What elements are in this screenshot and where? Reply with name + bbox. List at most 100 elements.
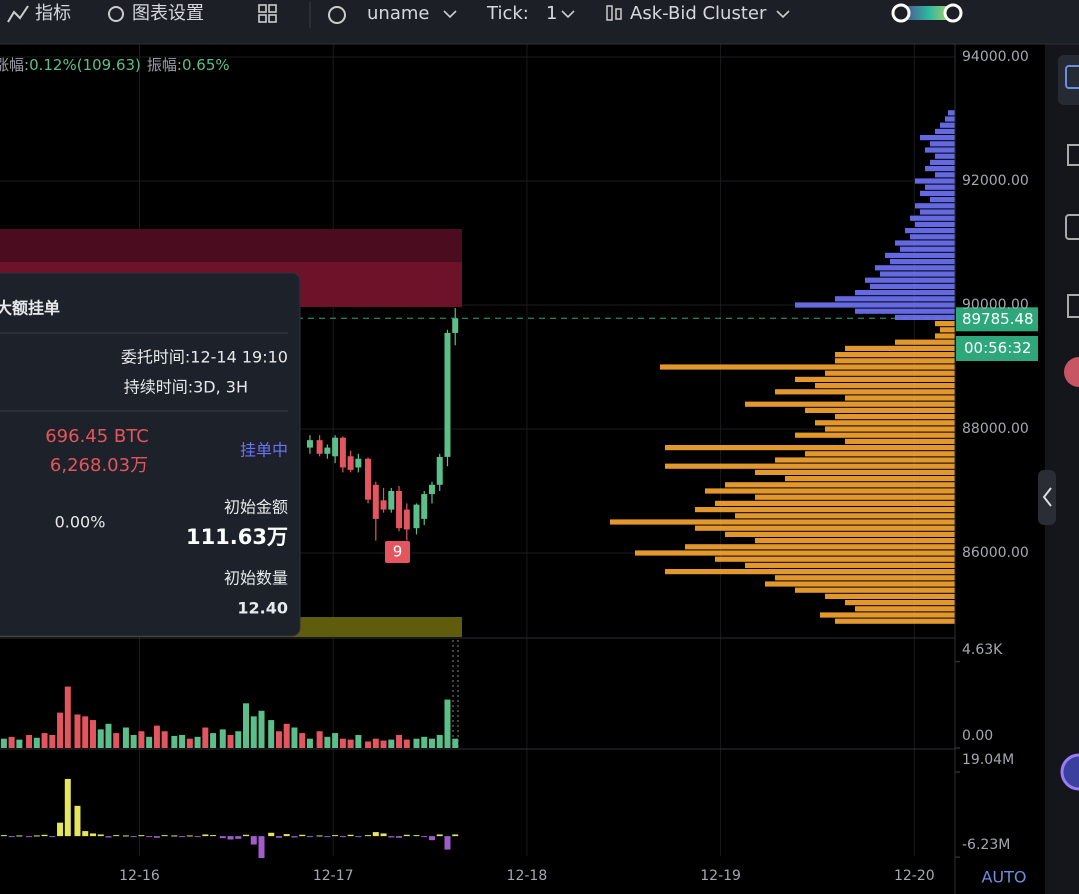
y-tick-label: 94000.00 — [962, 49, 1029, 65]
bar — [291, 836, 298, 838]
marker-label: 9 — [393, 543, 403, 561]
profile-bar — [745, 401, 955, 407]
bar — [33, 737, 40, 748]
bar — [372, 832, 379, 837]
profile-bar — [855, 308, 955, 314]
tick-select[interactable]: 1 — [546, 3, 557, 24]
bar — [64, 686, 71, 748]
profile-bar — [905, 228, 955, 234]
bar — [74, 805, 81, 837]
profile-bar — [920, 209, 955, 215]
initial-qty: 12.40 — [237, 599, 288, 618]
profile-bar — [705, 488, 955, 494]
profile-bar — [935, 153, 955, 159]
sidebar-icon[interactable] — [1067, 294, 1079, 318]
profile-bar — [725, 482, 955, 488]
profile-bar — [935, 172, 955, 178]
y-tick-label: 0.00 — [962, 728, 993, 744]
y-tick-label: 92000.00 — [962, 173, 1029, 189]
profile-bar — [845, 599, 955, 606]
chart-settings-button[interactable]: 图表设置 — [132, 3, 204, 24]
slider-handle[interactable] — [891, 3, 911, 23]
bar — [339, 836, 346, 838]
slider-handle[interactable] — [943, 3, 963, 23]
bar — [258, 836, 265, 858]
x-tick-label: 12-17 — [313, 868, 354, 884]
profile-bar — [895, 314, 955, 321]
bar — [227, 836, 234, 840]
profile-bar — [665, 463, 955, 469]
profile-bar — [775, 575, 955, 581]
indicators-button[interactable]: 指标 — [35, 3, 71, 24]
profile-bar — [920, 135, 955, 141]
bar — [452, 738, 459, 748]
candle-body — [339, 437, 346, 468]
initial-amount-label: 初始金额 — [224, 498, 288, 517]
chevron — [443, 10, 457, 19]
profile-bar — [845, 395, 955, 401]
bar — [8, 836, 15, 838]
sidebar-icon — [1065, 65, 1079, 89]
bar — [146, 836, 153, 838]
bar — [372, 738, 379, 748]
sidebar-button[interactable] — [1058, 55, 1079, 105]
candle-body — [413, 504, 420, 529]
profile-bar — [775, 457, 955, 463]
settings-icon — [108, 6, 124, 22]
bar — [306, 738, 313, 748]
candle-body — [380, 500, 387, 510]
collapse-tab[interactable] — [1038, 470, 1056, 525]
layout-icon[interactable] — [258, 4, 277, 23]
change-value: 0.12%(109.63) — [29, 56, 141, 74]
sidebar — [1045, 44, 1079, 894]
cluster-select[interactable]: Ask-Bid Cluster — [630, 3, 767, 24]
bar — [380, 833, 387, 837]
x-tick-label: 12-20 — [894, 868, 935, 884]
bar — [64, 778, 71, 837]
y-tick-label: 19.04M — [962, 752, 1014, 768]
profile-bar — [665, 444, 955, 451]
bar — [194, 836, 201, 838]
profile-bar — [920, 190, 955, 197]
sidebar-icon[interactable] — [1064, 357, 1079, 387]
bar — [421, 836, 428, 838]
bar — [41, 834, 48, 837]
bar — [171, 735, 178, 748]
marker-badge[interactable] — [385, 541, 410, 563]
profile-bar — [940, 122, 955, 128]
profile-bar — [875, 265, 955, 271]
bar — [82, 831, 89, 837]
bar — [122, 727, 129, 748]
profile-bar — [935, 333, 955, 339]
current-price-box — [956, 307, 1038, 332]
auto-button[interactable]: AUTO — [981, 868, 1026, 887]
candle-body — [403, 509, 410, 530]
bar — [347, 834, 354, 837]
profile-bar — [735, 513, 955, 519]
profile-bar — [725, 531, 955, 537]
symbol-select[interactable]: uname — [367, 3, 429, 24]
candle-body — [316, 440, 323, 454]
bar — [49, 734, 56, 748]
sidebar-icon[interactable] — [1065, 214, 1079, 240]
bar — [33, 835, 40, 837]
profile-bar — [745, 562, 955, 568]
duration: 持续时间:3D, 3H — [124, 378, 248, 397]
x-tick-label: 12-16 — [119, 868, 160, 884]
cluster-icon — [606, 5, 613, 21]
profile-bar — [835, 618, 955, 624]
profile-bar — [835, 352, 955, 358]
bar — [275, 836, 282, 838]
profile-bar — [925, 184, 955, 190]
sidebar-icon[interactable] — [1067, 144, 1079, 166]
bar — [202, 834, 209, 837]
bar — [275, 731, 282, 748]
ai-button[interactable] — [1060, 753, 1079, 791]
profile-bar — [635, 550, 955, 556]
profile-bar — [930, 159, 955, 166]
profile-bar — [715, 500, 955, 506]
indicator-icon — [7, 5, 29, 23]
bar — [8, 736, 15, 748]
candle-body — [388, 490, 395, 510]
